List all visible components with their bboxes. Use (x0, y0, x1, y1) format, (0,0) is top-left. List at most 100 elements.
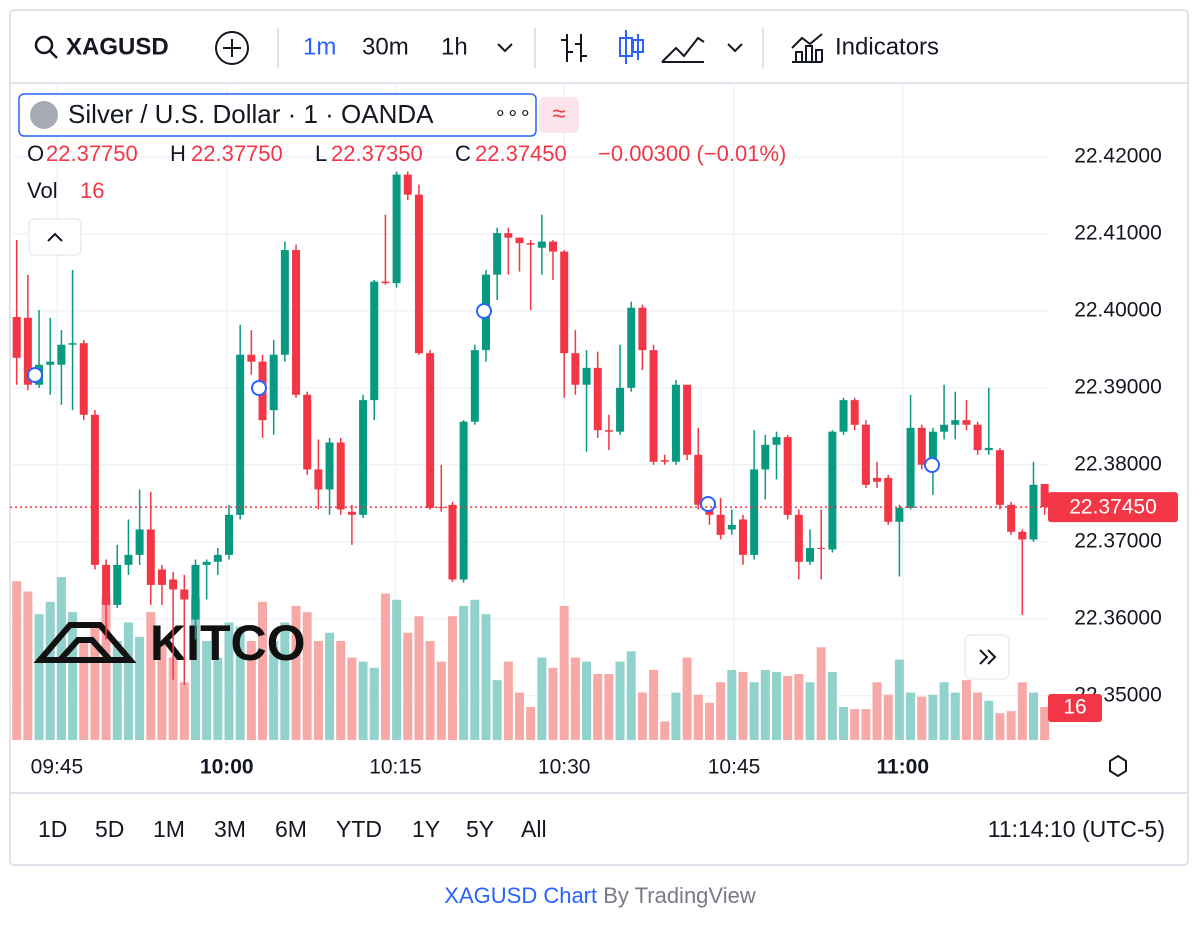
volume-bar (224, 622, 234, 740)
volume-bar (626, 651, 636, 740)
candle-body (202, 561, 211, 565)
legend-key: O (27, 141, 44, 166)
range-button[interactable]: All (521, 816, 547, 842)
candle-body (638, 307, 647, 351)
volume-bar (906, 692, 916, 740)
candle-body (180, 589, 189, 600)
volume-bar (313, 641, 323, 740)
volume-bar (861, 709, 871, 740)
volume-bar (325, 632, 335, 740)
area-icon[interactable] (661, 36, 705, 63)
interval[interactable]: 1h (441, 33, 468, 60)
volume-bar (447, 616, 457, 740)
volume-bar (548, 667, 558, 740)
candle-body (314, 469, 323, 490)
plus-icon (223, 39, 241, 57)
chevron[interactable] (727, 43, 743, 53)
candle-body (750, 469, 759, 555)
volume-bar (727, 669, 737, 740)
candle-body (984, 447, 993, 451)
volume-bar (302, 612, 312, 740)
volume-bar (123, 622, 133, 740)
range-button[interactable]: 1M (153, 816, 185, 842)
candle-body (247, 354, 256, 362)
symbol-title: Silver / U.S. Dollar · 1 · OANDA (68, 99, 434, 129)
range-button[interactable]: 5D (95, 816, 124, 842)
candle-body (906, 427, 915, 508)
range-button[interactable]: 5Y (466, 816, 494, 842)
y-tick-label: 22.37000 (1074, 529, 1162, 552)
volume-bar (380, 593, 390, 740)
volume-bar (459, 605, 469, 740)
volume-bar (660, 721, 670, 740)
settings-icon[interactable] (1109, 754, 1127, 778)
more-button[interactable]: ∘∘∘ (494, 102, 532, 124)
volume-bar (604, 674, 614, 740)
candle-body (459, 421, 468, 580)
range-button[interactable]: 1D (38, 816, 67, 842)
symbol[interactable]: XAGUSD (66, 33, 169, 60)
volume-bar (995, 713, 1005, 740)
range-button[interactable]: YTD (336, 816, 382, 842)
legend-key: C (455, 141, 471, 166)
volume-bar (146, 612, 156, 740)
range-button[interactable]: 6M (275, 816, 307, 842)
collapse-button[interactable] (28, 218, 82, 256)
volume-bar (168, 657, 178, 740)
indicators-icon[interactable] (791, 33, 823, 63)
volume-bar (515, 692, 525, 740)
volume-bar (1040, 707, 1050, 740)
interval[interactable]: 1m (303, 33, 336, 60)
candle-body (1029, 484, 1038, 540)
volume-bar (1006, 711, 1016, 740)
range-button[interactable]: 3M (214, 816, 246, 842)
symbol-icon (30, 101, 58, 129)
volume-bar (839, 707, 849, 740)
event-marker[interactable] (251, 380, 267, 396)
volume-bar (805, 682, 815, 740)
candle-body (504, 233, 513, 238)
candle-body (761, 444, 770, 470)
footer: XAGUSD Chart By TradingView (444, 883, 756, 908)
legend-key: Vol (27, 178, 58, 203)
candle-body (928, 431, 937, 465)
volume-bar (79, 641, 89, 740)
candle-body (392, 174, 401, 284)
compare-badge[interactable] (539, 97, 579, 133)
candle-body (794, 514, 803, 562)
candle-body (549, 241, 558, 252)
range-button[interactable]: 1Y (412, 816, 440, 842)
volume-tag-label: 16 (1063, 696, 1086, 719)
candle-body (593, 367, 602, 431)
legend-value: 22.37350 (331, 141, 423, 166)
candle-body (347, 511, 356, 515)
volume-bar (593, 674, 603, 740)
search-icon[interactable] (34, 35, 54, 55)
event-marker[interactable] (700, 496, 716, 512)
x-tick-label: 10:45 (708, 756, 761, 779)
candle-body (671, 384, 680, 462)
chevron[interactable] (497, 43, 513, 53)
candle-body (57, 344, 66, 365)
event-marker[interactable] (476, 303, 492, 319)
candle-body (135, 529, 144, 555)
volume-bar (570, 657, 580, 740)
volume-bar (369, 667, 379, 740)
candles-icon[interactable] (619, 30, 644, 64)
interval[interactable]: 30m (362, 33, 409, 60)
candle-body (12, 317, 21, 358)
indicators-button[interactable]: Indicators (835, 33, 939, 60)
candle-body (995, 450, 1004, 505)
candle-body (884, 477, 893, 522)
event-marker[interactable] (27, 367, 43, 383)
bars-icon[interactable] (561, 34, 587, 62)
volume-bar (470, 599, 480, 740)
volume-bar (682, 657, 692, 740)
candle-body (146, 529, 155, 585)
volume-bar (671, 692, 681, 740)
event-marker[interactable] (924, 457, 940, 473)
candle-body (1007, 504, 1016, 532)
symbol-box[interactable] (18, 93, 537, 137)
compare-button[interactable] (215, 31, 249, 65)
footer-link[interactable]: XAGUSD Chart (444, 883, 597, 908)
